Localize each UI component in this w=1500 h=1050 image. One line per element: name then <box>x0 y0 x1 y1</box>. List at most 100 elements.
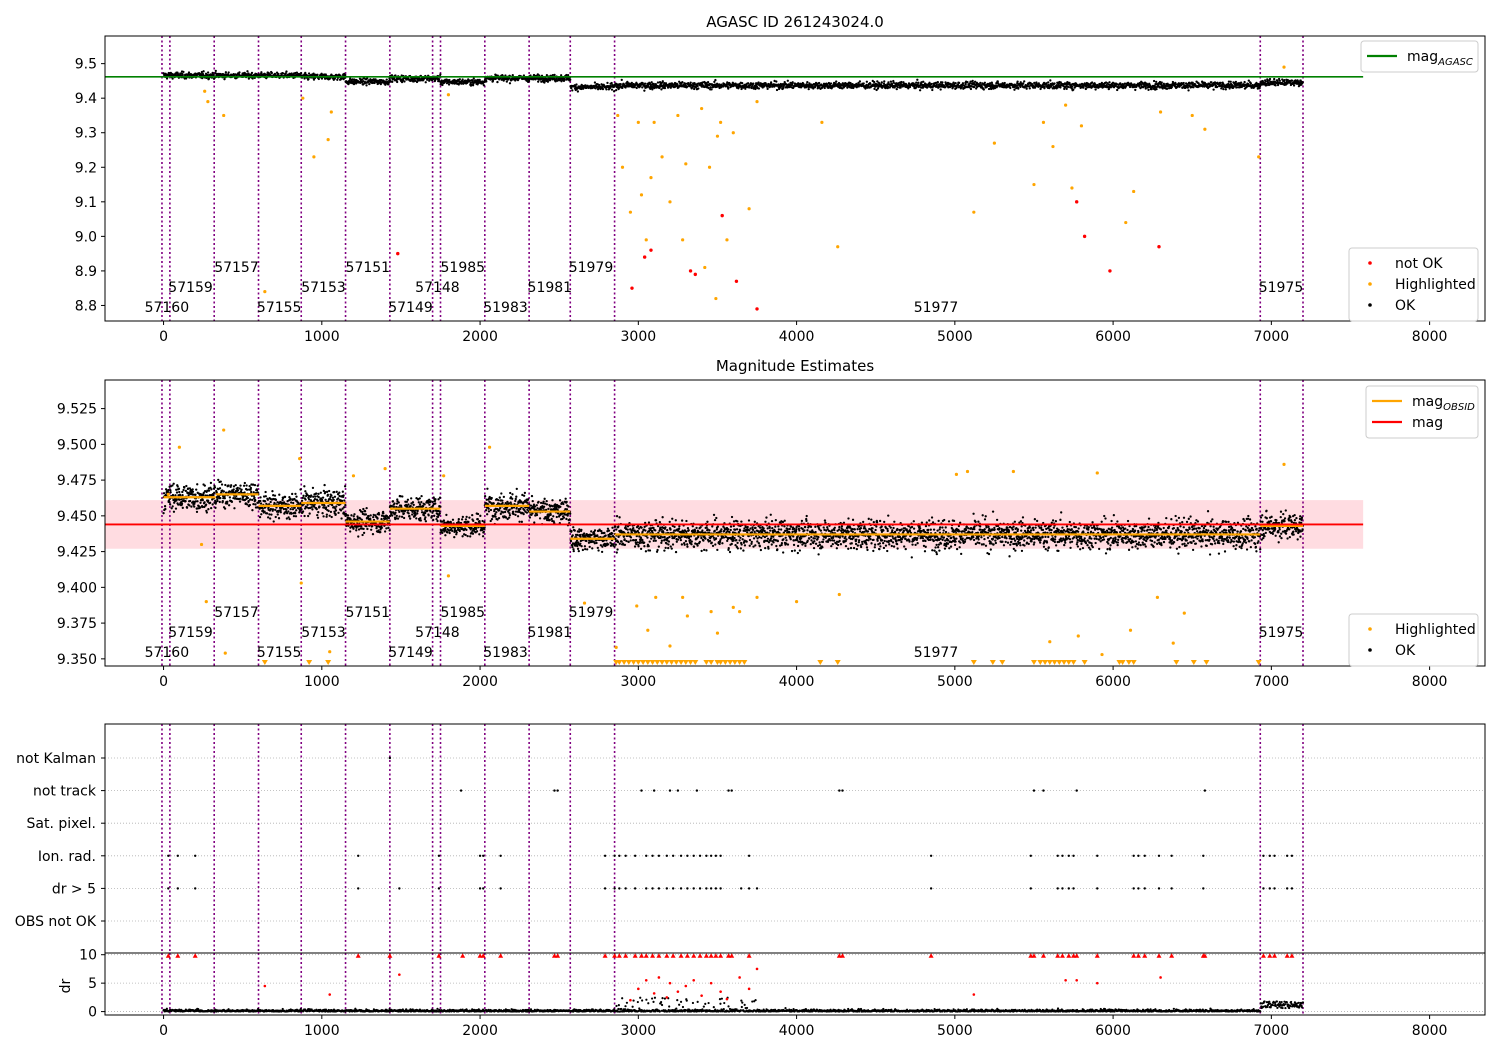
ok-point <box>658 86 661 90</box>
ok-point <box>525 511 529 514</box>
ok-point <box>1003 81 1006 85</box>
ok-point <box>1152 79 1156 83</box>
ok-point <box>312 78 316 81</box>
ok-point <box>441 531 444 535</box>
ok-point <box>515 487 518 491</box>
ok-point <box>451 518 455 521</box>
ok-point <box>768 85 772 88</box>
ok-point <box>1071 85 1074 88</box>
ok-point <box>407 503 410 506</box>
ok-point <box>579 85 582 88</box>
highlighted-point <box>312 155 316 159</box>
ok-point <box>331 496 335 499</box>
ok-point <box>224 71 228 74</box>
ok-point <box>219 480 222 483</box>
ok-point <box>1155 80 1158 83</box>
ok-point <box>773 79 776 83</box>
ok-point <box>273 501 276 505</box>
ok-point <box>299 72 303 75</box>
ok-point <box>336 78 339 81</box>
ok-point <box>264 495 268 498</box>
ok-point <box>207 508 210 511</box>
ok-point <box>1066 85 1070 89</box>
ok-point <box>191 490 195 493</box>
highlighted-point <box>329 110 333 114</box>
ok-point <box>353 513 356 516</box>
ok-point <box>458 529 461 533</box>
ok-point <box>417 501 420 504</box>
ok-point <box>1160 81 1163 84</box>
ok-point <box>362 527 365 531</box>
ok-point <box>405 500 409 503</box>
ok-point <box>335 505 338 508</box>
ok-point <box>266 498 270 501</box>
ok-point <box>274 498 278 502</box>
ok-point <box>235 73 238 77</box>
ok-point <box>916 78 919 81</box>
ok-point <box>238 71 241 74</box>
ok-point <box>512 512 515 516</box>
ok-point <box>606 81 609 85</box>
ok-point <box>1022 82 1025 85</box>
ok-point <box>415 80 419 84</box>
ok-point <box>396 517 400 520</box>
ok-point <box>527 498 530 501</box>
ok-point <box>424 516 427 519</box>
ok-point <box>545 503 549 506</box>
ok-point <box>398 515 401 518</box>
ok-point <box>270 513 273 516</box>
y-tick-label: 9.2 <box>75 160 97 176</box>
ok-point <box>352 527 355 530</box>
ok-point <box>1108 81 1111 84</box>
ok-point <box>208 501 212 504</box>
ok-point <box>203 501 206 504</box>
ok-point <box>385 527 388 530</box>
ok-point <box>414 511 417 515</box>
ok-point <box>548 518 551 522</box>
ok-point <box>195 488 198 491</box>
ok-point <box>218 487 222 490</box>
ok-point <box>423 503 426 506</box>
ok-point <box>211 71 214 75</box>
ok-point <box>304 490 307 493</box>
ok-point <box>496 80 499 84</box>
ok-point <box>476 512 480 516</box>
ok-point <box>527 79 531 83</box>
highlighted-point <box>1041 120 1046 124</box>
ok-point <box>299 488 302 491</box>
ok-point <box>174 494 177 497</box>
highlighted-point <box>820 120 824 124</box>
ok-point <box>391 80 394 83</box>
ok-point <box>317 495 320 499</box>
ok-point <box>748 86 751 89</box>
ok-point <box>177 487 181 490</box>
highlighted-point <box>263 290 267 294</box>
ok-point <box>220 483 224 486</box>
ok-point <box>295 495 298 498</box>
ok-point <box>969 87 973 91</box>
ok-point <box>337 497 340 500</box>
ok-point <box>737 87 740 90</box>
ok-point <box>697 87 700 90</box>
ok-point <box>1147 88 1150 92</box>
legend-label: OK <box>1395 298 1416 314</box>
ok-point <box>610 88 614 91</box>
ok-point <box>315 492 318 495</box>
x-tick-label: 0 <box>159 329 168 345</box>
y-tick-label: 8.8 <box>75 298 97 314</box>
ok-point <box>317 77 320 81</box>
legend-dot-swatch <box>1368 303 1372 307</box>
ok-point <box>1224 88 1227 91</box>
ok-point <box>471 84 475 87</box>
ok-point <box>1276 79 1279 83</box>
ok-point <box>651 88 654 91</box>
ok-point <box>706 81 710 84</box>
obsid-label: 51975 <box>1259 280 1304 296</box>
ok-point <box>224 483 227 487</box>
ok-point <box>328 489 331 493</box>
ok-point <box>917 81 920 84</box>
ok-point <box>538 517 542 520</box>
ok-point <box>169 491 172 494</box>
ok-point <box>1155 87 1158 91</box>
